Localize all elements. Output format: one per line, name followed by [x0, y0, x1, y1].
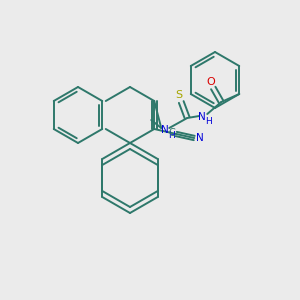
- Text: C: C: [169, 128, 175, 138]
- Text: S: S: [176, 90, 183, 100]
- Text: H: H: [168, 130, 175, 140]
- Text: N: N: [161, 125, 169, 135]
- Text: N: N: [196, 133, 204, 143]
- Text: N: N: [198, 112, 206, 122]
- Text: H: H: [205, 116, 211, 125]
- Text: O: O: [207, 77, 216, 87]
